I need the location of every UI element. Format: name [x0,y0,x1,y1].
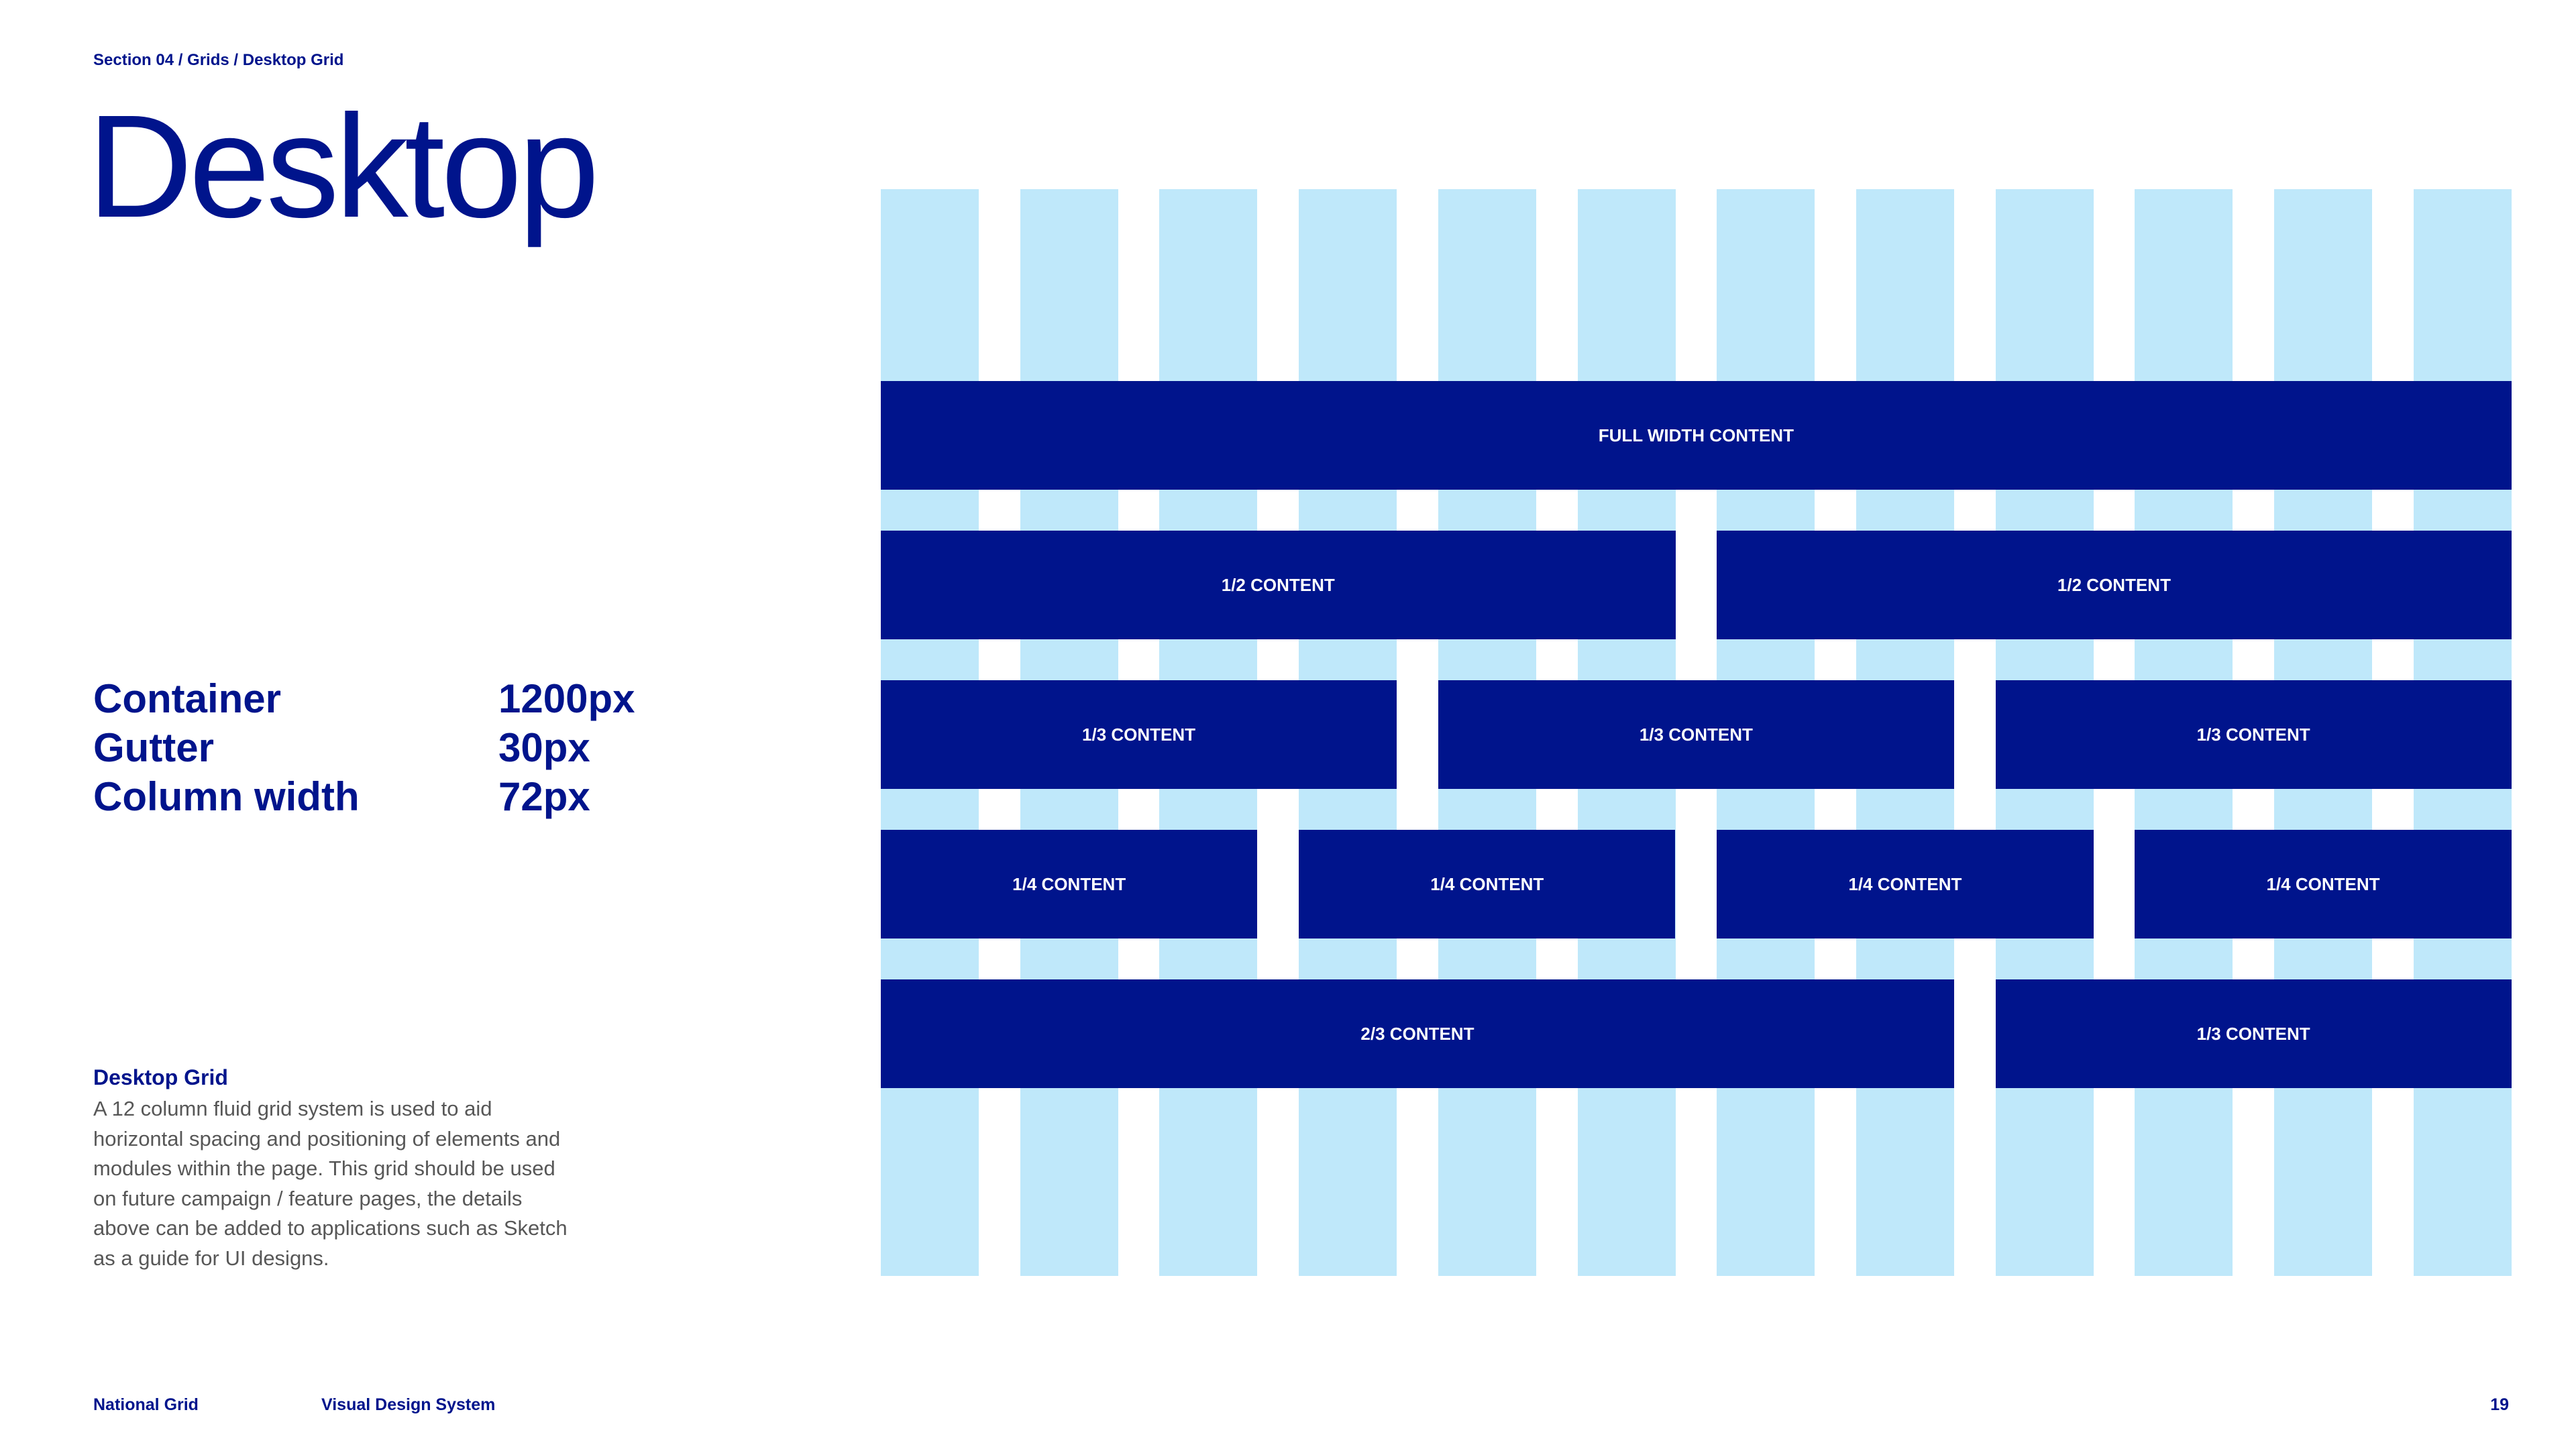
content-block: 1/3 CONTENT [1995,979,2512,1088]
spec-value: 30px [498,725,590,770]
content-block: 1/3 CONTENT [881,680,1397,789]
content-block: 1/3 CONTENT [1438,680,1954,789]
footer-doc-title: Visual Design System [321,1395,496,1414]
description-body: A 12 column fluid grid system is used to… [93,1094,616,1273]
content-block: 1/4 CONTENT [1717,830,2094,938]
breadcrumb: Section 04 / Grids / Desktop Grid [93,51,344,69]
content-block: 1/4 CONTENT [1299,830,1676,938]
content-block: 1/3 CONTENT [1995,680,2512,789]
description-line: above can be added to applications such … [93,1216,568,1240]
spec-gutter: Gutter 30px [93,723,635,772]
content-block: 1/4 CONTENT [881,830,1258,938]
spec-container: Container 1200px [93,674,635,723]
footer-brand: National Grid [93,1395,199,1414]
page-title: Desktop [87,85,600,248]
spec-label: Container [93,676,282,721]
description-line: modules within the page. This grid shoul… [93,1157,555,1180]
grid-description: Desktop Grid A 12 column fluid grid syst… [93,1065,616,1273]
spec-value: 1200px [498,676,635,721]
description-line: horizontal spacing and positioning of el… [93,1126,561,1150]
content-block: 1/2 CONTENT [881,531,1676,639]
spec-value: 72px [498,774,590,819]
content-block: 2/3 CONTENT [881,979,1954,1088]
spec-label: Column width [93,774,360,819]
content-block: 1/2 CONTENT [1717,531,2512,639]
content-block: FULL WIDTH CONTENT [881,381,2512,490]
description-title: Desktop Grid [93,1065,228,1089]
spec-column-width: Column width 72px [93,772,635,821]
grid-specs: Container 1200px Gutter 30px Column widt… [93,674,635,821]
description-line: A 12 column fluid grid system is used to… [93,1097,492,1120]
description-line: on future campaign / feature pages, the … [93,1186,523,1210]
spec-label: Gutter [93,725,214,770]
description-line: as a guide for UI designs. [93,1246,329,1270]
page-number: 19 [2490,1395,2509,1414]
content-block: 1/4 CONTENT [2135,830,2512,938]
grid-diagram: FULL WIDTH CONTENT 1/2 CONTENT 1/2 CONTENT… [881,189,2512,1276]
